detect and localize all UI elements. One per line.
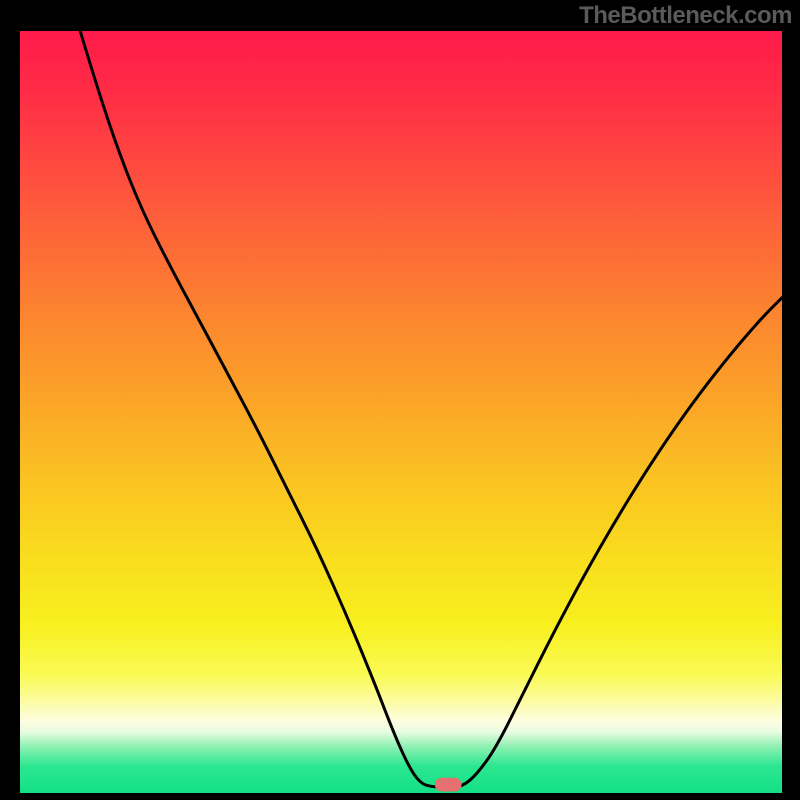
optimal-point-marker — [435, 778, 462, 792]
chart-container: TheBottleneck.com — [0, 0, 800, 800]
bottleneck-chart — [0, 0, 800, 800]
plot-gradient-area — [20, 31, 782, 793]
watermark-text: TheBottleneck.com — [579, 2, 792, 30]
